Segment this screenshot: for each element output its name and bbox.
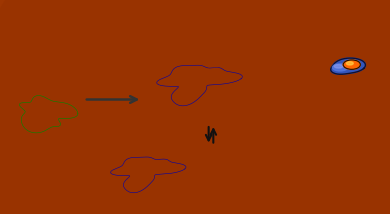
FancyArrow shape — [199, 73, 213, 75]
Text: ≡: ≡ — [301, 66, 316, 84]
Text: S-protein: S-protein — [122, 201, 167, 210]
FancyArrow shape — [176, 80, 202, 83]
FancyArrow shape — [47, 120, 58, 122]
Text: Subtilisin: Subtilisin — [89, 53, 134, 63]
Text: Ribonuclease S: Ribonuclease S — [166, 6, 245, 16]
FancyArrow shape — [148, 163, 160, 165]
Text: S-peptide: S-peptide — [234, 201, 281, 210]
FancyArrow shape — [179, 85, 202, 87]
Ellipse shape — [334, 65, 343, 68]
Ellipse shape — [332, 64, 348, 71]
FancyArrow shape — [185, 88, 206, 91]
FancyArrow shape — [128, 170, 150, 173]
FancyArrow shape — [35, 113, 53, 116]
FancyArrow shape — [33, 117, 48, 119]
FancyArrow shape — [134, 166, 151, 168]
Polygon shape — [331, 58, 365, 74]
Polygon shape — [111, 157, 186, 193]
Circle shape — [343, 60, 360, 69]
FancyArrow shape — [139, 180, 153, 181]
Polygon shape — [20, 96, 78, 133]
Polygon shape — [157, 65, 242, 106]
FancyArrow shape — [189, 91, 205, 93]
Text: Ka = 7*10⁶ M⁻¹: Ka = 7*10⁶ M⁻¹ — [218, 127, 287, 136]
Text: +: + — [214, 164, 227, 179]
FancyArrow shape — [39, 110, 53, 112]
FancyArrow shape — [136, 177, 154, 179]
FancyArrow shape — [130, 174, 151, 176]
FancyArrow shape — [131, 168, 150, 170]
Ellipse shape — [346, 62, 353, 65]
FancyArrow shape — [183, 75, 202, 77]
Text: digestion: digestion — [89, 68, 134, 78]
Text: Ribonuclease A: Ribonuclease A — [43, 6, 123, 16]
FancyArrow shape — [41, 107, 52, 109]
FancyArrow shape — [180, 77, 202, 80]
